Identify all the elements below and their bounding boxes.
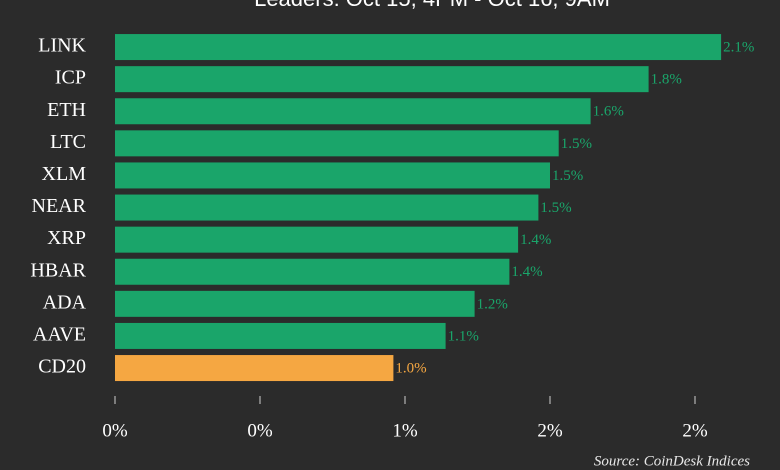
chart-title: Leaders: Oct 15, 4PM - Oct 16, 9AM	[254, 0, 610, 11]
bar	[115, 130, 559, 157]
value-label: 1.4%	[520, 232, 551, 248]
bar	[115, 162, 550, 189]
y-tick-label: ADA	[43, 291, 87, 313]
value-label: 1.5%	[561, 136, 592, 152]
x-tick-label: 0%	[247, 420, 273, 441]
y-tick-label: XLM	[42, 163, 87, 185]
x-tick-label: 0%	[102, 420, 128, 441]
bar	[115, 98, 591, 125]
value-label: 1.5%	[552, 168, 583, 184]
bar	[115, 66, 649, 93]
value-label: 1.2%	[477, 296, 508, 312]
bar	[115, 290, 475, 317]
bar	[115, 322, 446, 349]
y-tick-label: CD20	[38, 356, 86, 378]
value-label: 1.8%	[651, 72, 682, 88]
y-tick-label: XRP	[47, 227, 86, 249]
y-tick-label: LINK	[38, 35, 86, 57]
bar	[115, 34, 722, 61]
bar	[115, 194, 539, 221]
x-tick-label: 2%	[537, 420, 563, 441]
bar	[115, 258, 510, 285]
y-tick-label: AAVE	[33, 324, 86, 346]
value-label: 2.1%	[723, 39, 754, 55]
y-tick-label: LTC	[50, 131, 86, 153]
source-note: Source: CoinDesk Indices	[594, 453, 750, 469]
value-label: 1.1%	[448, 328, 479, 344]
bar	[115, 226, 519, 253]
x-tick-label: 1%	[392, 420, 418, 441]
x-tick-label: 2%	[682, 420, 708, 441]
y-tick-label: NEAR	[32, 195, 87, 217]
y-tick-label: ICP	[55, 67, 86, 89]
value-label: 1.6%	[593, 104, 624, 120]
y-tick-label: ETH	[47, 99, 86, 121]
bar	[115, 355, 394, 382]
value-label: 1.0%	[395, 360, 426, 376]
y-tick-label: HBAR	[30, 259, 86, 281]
value-label: 1.5%	[540, 200, 571, 216]
value-label: 1.4%	[511, 264, 542, 280]
